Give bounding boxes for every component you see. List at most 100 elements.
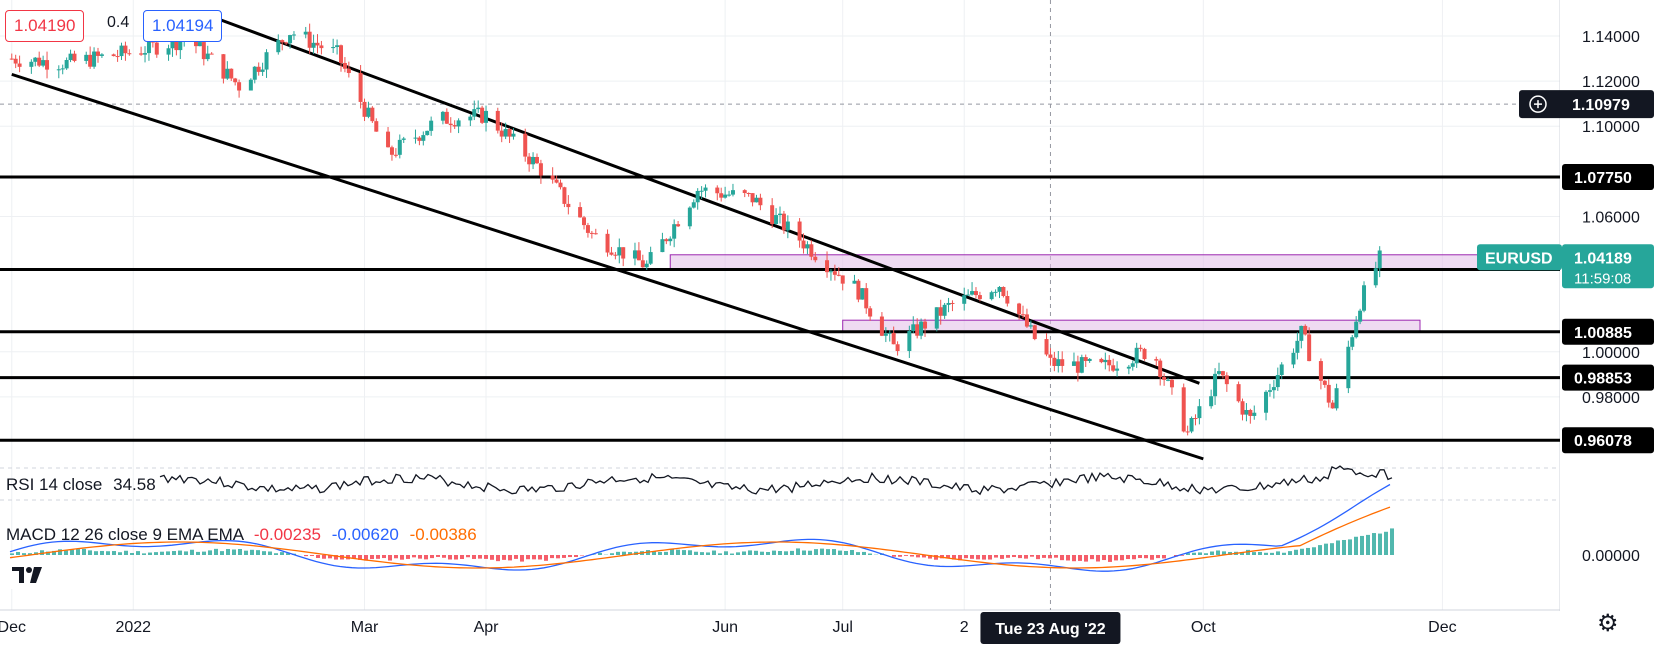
macd-histogram-bar [1276,551,1280,555]
macd-histogram-bar [1108,555,1112,562]
candle [585,222,590,238]
candle [237,79,242,98]
candle-body [1075,361,1080,373]
candle [115,49,120,62]
price-zone [842,319,1421,333]
candle-body [1252,412,1257,416]
candle-body [989,292,994,300]
bid-price[interactable]: 1.04190 [5,10,85,42]
candle [578,202,583,218]
macd-histogram-bar [1264,552,1268,555]
add-alert-plus-icon [1529,95,1547,113]
candle-body [730,190,735,195]
macd-histogram-bar [76,549,80,555]
candle [864,283,869,314]
level-price-badge [1562,364,1654,391]
candle [256,62,261,76]
candle [123,41,128,61]
candle [511,128,516,140]
macd-legend[interactable]: MACD 12 26 close 9 EMA EMA -0.00235 -0.0… [6,525,477,545]
macd-histogram-bar [484,555,488,559]
macd-histogram-bar [322,555,326,559]
candle-body [860,288,865,300]
candle [401,136,406,143]
macd-histogram-bar [622,551,626,555]
macd-histogram-bar [40,550,44,555]
candle-body [966,294,971,296]
candle [284,41,289,45]
candle [973,287,978,299]
candle-body [801,240,806,249]
rsi-legend[interactable]: RSI 14 close 34.58 [6,475,156,495]
macd-histogram-bar [310,555,314,556]
macd-histogram-bar [856,552,860,555]
candle [389,145,394,161]
macd-histogram-bar [184,551,188,555]
symbol-price-badge [1562,244,1654,289]
candle-body [201,42,206,60]
candle [233,77,238,86]
candle-body [139,53,144,55]
macd-histogram-bar [928,555,932,559]
candle-body [92,51,97,67]
macd-histogram-bar [466,555,470,558]
macd-histogram-bar [952,555,956,560]
candle [99,53,104,58]
candle-body [237,82,242,91]
candle [143,46,148,63]
candle-body [942,304,947,316]
candle-body [476,107,481,110]
candle-body [558,182,563,188]
macd-histogram-bar [190,549,194,555]
candle-body [84,54,89,61]
candle-body [401,138,406,140]
candle [1358,308,1363,325]
candle [484,105,489,132]
candle-body [1071,361,1076,366]
macd-histogram-bar [664,551,668,555]
candle-body [95,51,100,56]
candle [934,307,939,332]
macd-histogram-bar [826,549,830,555]
candle-body [911,324,916,331]
candle-body [166,48,171,55]
horizontal-levels[interactable] [0,175,1560,442]
macd-histogram-bar [1240,552,1244,555]
time-axis[interactable]: Dec 2022 Mar Apr Jun Jul 2 Oct Dec Tue 23 Aug '22 [0,611,1560,645]
settings-gear-icon[interactable]: ⚙ [1597,610,1619,637]
ask-price[interactable]: 1.04194 [143,10,223,42]
candle-body [264,52,269,70]
candle-body [1197,406,1202,419]
macd-histogram-bar [424,555,428,560]
trendlines[interactable] [11,16,1204,461]
macd-histogram-bar [1162,555,1166,559]
candle [386,127,391,148]
symbol-name-badge [1477,244,1562,271]
candle [1220,370,1225,379]
time-tick: Mar [351,619,379,636]
candle [891,326,896,345]
candle [609,246,614,256]
macd-histogram-bar [574,555,578,558]
macd-histogram-bar [1078,555,1082,561]
candle-body [468,116,473,121]
price-axis[interactable]: 1.14000 1.12000 1.10000 1.06000 1.00000 0.980… [1477,0,1657,645]
candle [1111,358,1116,373]
candle-body [919,321,924,336]
candle [774,208,779,225]
candle-body [1185,431,1190,433]
candle-body [499,130,504,137]
candle-body [421,135,426,141]
macd-histogram-bar [16,551,20,555]
macd-histogram-bar [1288,551,1292,555]
candle-body [864,288,869,309]
macd-histogram-bar [556,555,560,559]
candle [339,44,344,72]
macd-histogram-bar [1090,555,1094,560]
candle-body [1193,418,1198,420]
tradingview-logo-icon[interactable] [6,559,50,589]
macd-histogram-bar [334,555,338,560]
candle-body [770,205,775,225]
candle [531,152,536,170]
